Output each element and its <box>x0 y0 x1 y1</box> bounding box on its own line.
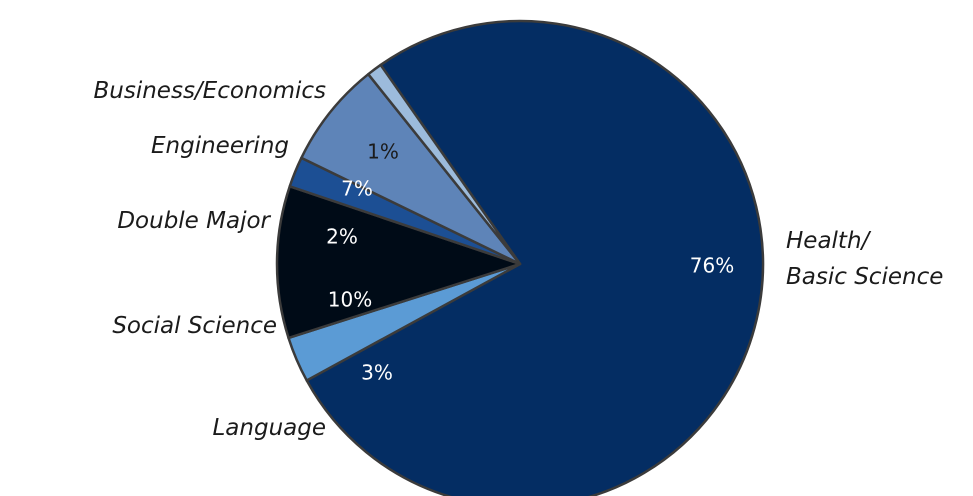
slice-value-label: 2% <box>326 225 358 249</box>
pie-slices <box>275 19 765 496</box>
slice-category-label: Social Science <box>112 313 277 339</box>
pie-slice-health-basic-science <box>305 19 765 496</box>
slice-value-label: 10% <box>328 288 372 312</box>
pie-slice-social-science <box>275 185 522 340</box>
slice-category-label: Double Major <box>117 208 271 234</box>
slice-value-label: 1% <box>367 140 399 164</box>
slice-category-label: Engineering <box>151 133 289 159</box>
slice-category-label: Business/Economics <box>94 78 327 104</box>
slice-category-label: Health/Basic Science <box>786 228 943 290</box>
slice-category-label: Language <box>212 415 326 441</box>
slice-value-label: 7% <box>341 177 373 201</box>
slice-value-label: 3% <box>361 361 393 385</box>
pie-labels: 76% Health/Basic Science 3% Language 10% Soci… <box>94 78 944 441</box>
pie-slice-business-economics <box>367 63 522 266</box>
slice-value-label: 76% <box>690 254 734 278</box>
pie-slice-engineering <box>300 72 522 266</box>
